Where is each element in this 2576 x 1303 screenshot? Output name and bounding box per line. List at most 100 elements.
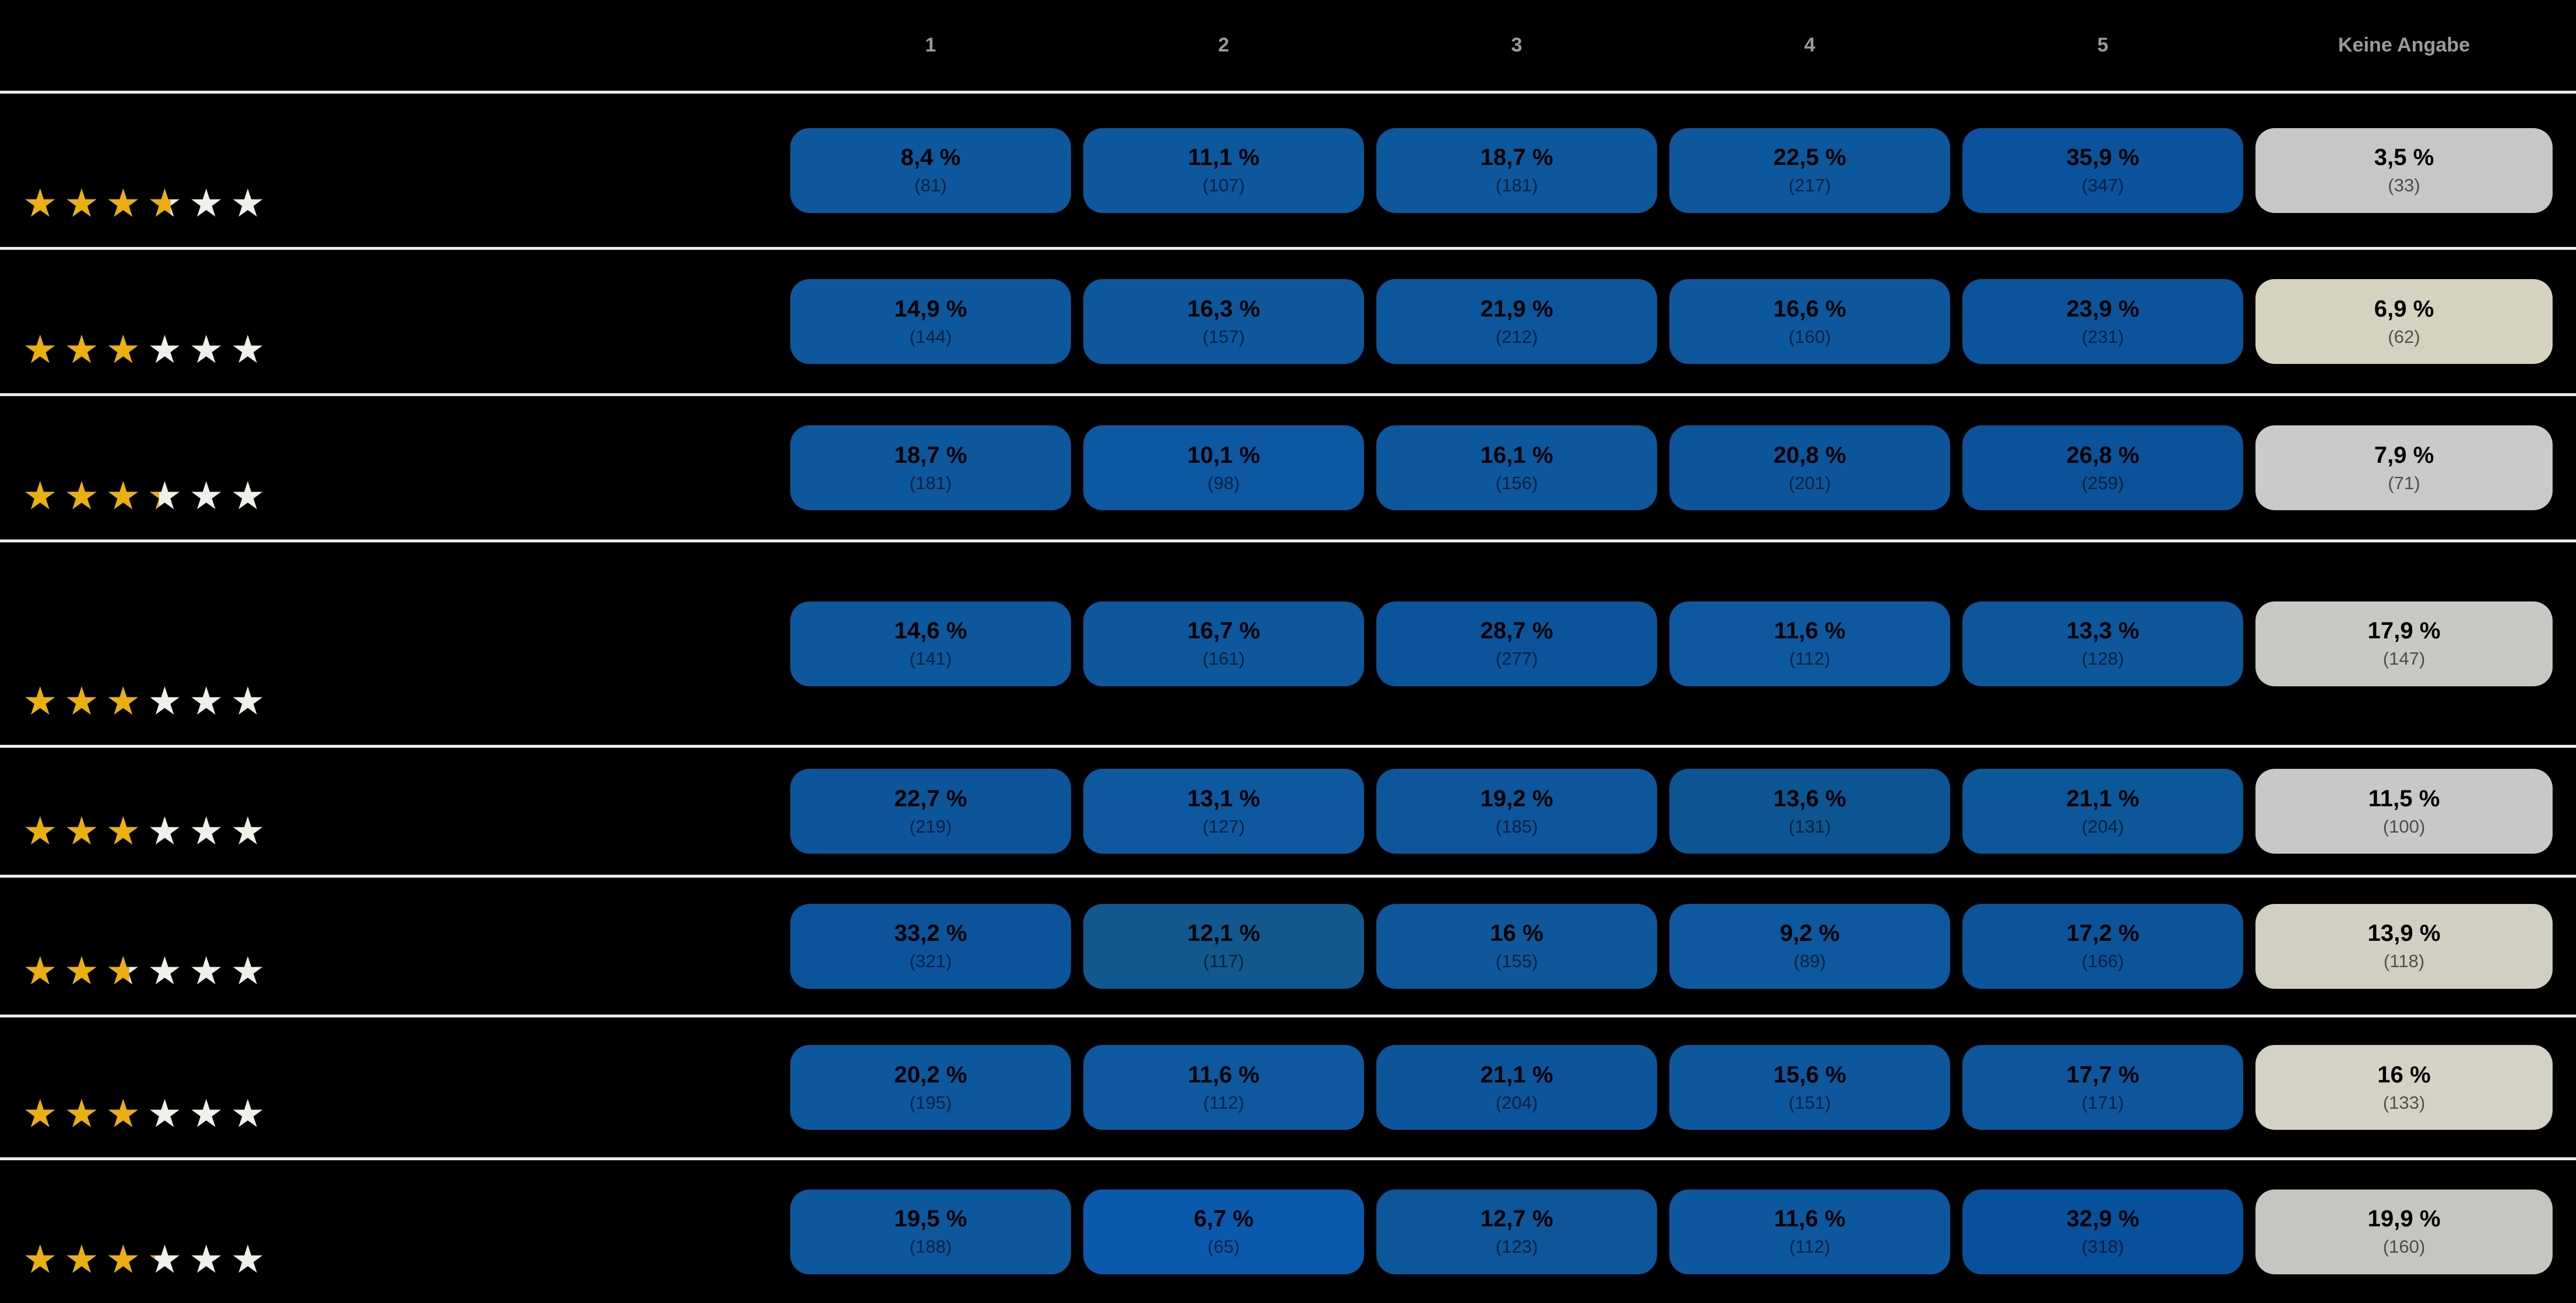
cell-percentage: 15,6 % [1773, 1061, 1847, 1088]
cell-percentage: 7,9 % [2374, 442, 2434, 468]
cell-percentage: 21,1 % [2066, 785, 2140, 812]
star-icon: ★★ [106, 1091, 141, 1136]
cell-percentage: 28,7 % [1480, 618, 1554, 644]
row-label: ★★★★★★★★★★★★ [0, 94, 778, 247]
value-cell: 20,2 % (195) [790, 1045, 1071, 1130]
cell-count: (318) [2081, 1236, 2124, 1257]
row-label: ★★★★★★★★★★★★ [0, 396, 778, 539]
value-cell: 16 % (155) [1376, 903, 1657, 989]
star-icon: ★★ [147, 1237, 182, 1282]
cell-count: (160) [1788, 326, 1831, 347]
star-icon: ★★ [230, 1237, 266, 1282]
star-icon: ★★ [189, 1091, 224, 1136]
cell-count: (118) [2383, 951, 2425, 972]
cell-percentage: 17,7 % [2066, 1061, 2140, 1088]
value-cell: 14,6 % (141) [790, 601, 1071, 686]
value-cell: 12,7 % (123) [1376, 1189, 1657, 1274]
column-header-3: 3 [1511, 34, 1523, 56]
cell-count: (128) [2081, 648, 2124, 669]
star-icon: ★★ [106, 327, 141, 372]
cell-percentage: 9,2 % [1779, 920, 1840, 947]
cell-count: (181) [1495, 175, 1538, 196]
star-icon: ★★ [23, 1091, 58, 1136]
cell-percentage: 14,6 % [894, 618, 967, 644]
cell-percentage: 8,4 % [900, 145, 961, 171]
star-icon: ★★ [230, 181, 266, 226]
star-icon: ★★ [230, 679, 266, 724]
cell-count: (133) [2382, 1092, 2426, 1113]
star-icon: ★★ [230, 327, 266, 372]
cell-count: (204) [2081, 816, 2124, 837]
cell-percentage: 16 % [2377, 1061, 2431, 1088]
star-icon: ★★ [23, 181, 58, 226]
cell-count: (107) [1202, 175, 1245, 196]
cell-percentage: 18,7 % [894, 442, 967, 468]
value-cell: 15,6 % (151) [1669, 1045, 1950, 1130]
row-label: ★★★★★★★★★★★★ [0, 1017, 778, 1157]
value-cell-keine-angabe: 3,5 % (33) [2255, 128, 2553, 213]
value-cell: 20,8 % (201) [1669, 425, 1950, 510]
star-icon: ★★ [23, 473, 58, 518]
star-icon: ★★ [147, 327, 182, 372]
value-cell: 19,2 % (185) [1376, 769, 1657, 854]
table-header: 1 2 3 4 5 Keine Angabe [0, 0, 2576, 94]
header-label-spacer [0, 0, 778, 91]
cell-percentage: 13,9 % [2367, 920, 2441, 947]
cell-percentage: 17,2 % [2066, 920, 2140, 947]
value-cell: 11,6 % (112) [1669, 1189, 1950, 1274]
cell-count: (127) [1202, 816, 1245, 837]
cell-percentage: 33,2 % [894, 920, 967, 947]
cell-count: (147) [2382, 648, 2426, 669]
cell-count: (181) [909, 472, 952, 493]
star-icon: ★★ [147, 181, 182, 226]
column-header-1: 1 [925, 34, 936, 56]
star-rating: ★★★★★★★★★★★★ [23, 1239, 269, 1281]
star-icon: ★★ [230, 809, 266, 854]
star-icon: ★★ [147, 1091, 182, 1136]
cell-percentage: 20,8 % [1773, 442, 1847, 468]
cell-count: (112) [1789, 648, 1831, 669]
cell-count: (131) [1788, 816, 1831, 837]
cell-count: (219) [909, 816, 952, 837]
table-row: ★★★★★★★★★★★★ 14,6 % (141) 16,7 % (161) 2… [0, 542, 2576, 748]
star-icon: ★★ [230, 948, 266, 993]
star-icon: ★★ [147, 948, 182, 993]
value-cell: 16,1 % (156) [1376, 425, 1657, 510]
cell-count: (166) [2081, 951, 2124, 972]
star-icon: ★★ [64, 327, 99, 372]
cell-percentage: 26,8 % [2066, 442, 2140, 468]
cell-count: (98) [1207, 472, 1240, 493]
cell-count: (155) [1495, 951, 1538, 972]
cell-percentage: 11,6 % [1773, 1206, 1846, 1232]
cell-count: (201) [1788, 472, 1831, 493]
star-icon: ★★ [189, 809, 224, 854]
cell-count: (188) [909, 1236, 952, 1257]
cell-count: (117) [1203, 951, 1245, 972]
value-cell: 10,1 % (98) [1083, 425, 1364, 510]
cell-percentage: 16,7 % [1187, 618, 1261, 644]
cell-percentage: 21,9 % [1480, 295, 1554, 322]
star-icon: ★★ [64, 1237, 99, 1282]
star-icon: ★★ [189, 1237, 224, 1282]
cell-percentage: 3,5 % [2374, 145, 2434, 171]
star-icon: ★★ [189, 948, 224, 993]
cell-percentage: 18,7 % [1480, 145, 1554, 171]
star-icon: ★★ [189, 181, 224, 226]
value-cell: 18,7 % (181) [1376, 128, 1657, 213]
value-cell: 14,9 % (144) [790, 279, 1071, 364]
cell-count: (141) [909, 648, 952, 669]
value-cell: 12,1 % (117) [1083, 903, 1364, 989]
cell-count: (151) [1788, 1092, 1831, 1113]
star-icon: ★★ [189, 473, 224, 518]
star-icon: ★★ [147, 473, 182, 518]
star-icon: ★★ [23, 809, 58, 854]
cell-percentage: 16,3 % [1187, 295, 1261, 322]
cell-percentage: 11,6 % [1773, 618, 1846, 644]
table-row: ★★★★★★★★★★★★ 14,9 % (144) 16,3 % (157) 2… [0, 250, 2576, 396]
cell-percentage: 19,9 % [2367, 1206, 2441, 1232]
value-cell: 33,2 % (321) [790, 903, 1071, 989]
cell-count: (195) [909, 1092, 952, 1113]
star-icon: ★★ [64, 181, 99, 226]
value-cell-keine-angabe: 7,9 % (71) [2255, 425, 2553, 510]
star-rating: ★★★★★★★★★★★★ [23, 950, 269, 992]
